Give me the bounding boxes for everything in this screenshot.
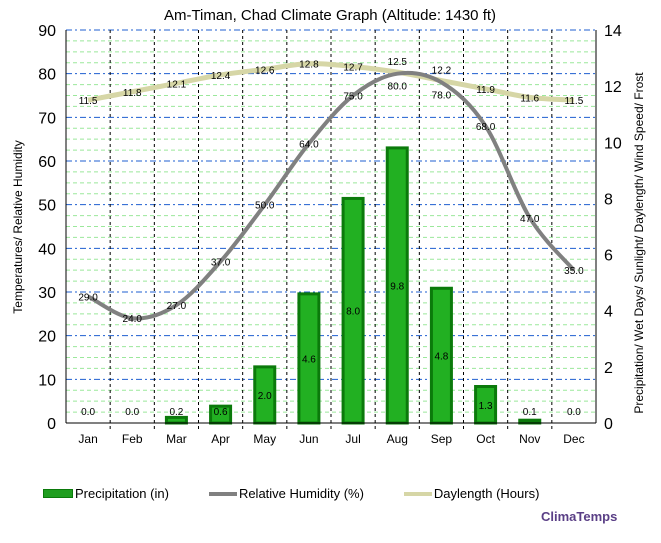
chart-title: Am-Timan, Chad Climate Graph (Altitude: … — [164, 7, 496, 24]
daylength-data-label: 12.2 — [432, 66, 452, 77]
y-left-tick-label: 60 — [38, 154, 56, 171]
humidity-data-label: 35.0 — [564, 266, 584, 277]
precipitation-data-label: 0.0 — [125, 407, 139, 418]
daylength-line — [87, 61, 575, 103]
y-axis-right-label: Precipitation/ Wet Days/ Sunlight/ Dayle… — [632, 72, 646, 414]
daylength-data-label: 12.4 — [211, 71, 231, 82]
x-tick-label: Dec — [563, 432, 584, 446]
y-left-tick-label: 80 — [38, 67, 56, 84]
daylength-data-label: 12.6 — [255, 65, 275, 76]
x-tick-label: Apr — [211, 432, 230, 446]
daylength-data-label: 11.6 — [520, 93, 539, 104]
daylength-data-label: 11.9 — [476, 85, 495, 96]
y-left-tick-label: 40 — [38, 241, 56, 258]
brand-logo[interactable]: ClimaTemps — [541, 509, 618, 524]
humidity-data-label: 64.0 — [299, 140, 319, 151]
daylength-data-label: 11.5 — [79, 96, 98, 107]
y-left-tick-label: 20 — [38, 329, 56, 346]
x-tick-label: Jul — [345, 432, 360, 446]
y-right-tick-label: 8 — [604, 191, 613, 208]
daylength-data-label: 12.8 — [299, 60, 319, 71]
humidity-data-label: 27.0 — [167, 301, 187, 312]
x-tick-label: Jan — [78, 432, 97, 446]
daylength-data-label: 12.7 — [343, 62, 363, 73]
x-tick-label: May — [253, 432, 276, 446]
x-tick-label: Jun — [299, 432, 318, 446]
legend-label-precipitation: Precipitation (in) — [75, 486, 169, 501]
daylength-data-label: 12.5 — [388, 57, 408, 68]
precipitation-data-label: 0.0 — [567, 407, 581, 418]
daylength-data-label: 11.8 — [123, 88, 142, 99]
precipitation-data-label: 9.8 — [390, 281, 404, 292]
humidity-data-label: 80.0 — [388, 82, 408, 93]
daylength-data-label: 11.5 — [565, 96, 584, 107]
y-right-tick-label: 4 — [604, 304, 613, 321]
humidity-data-label: 29.0 — [78, 292, 98, 303]
precipitation-data-label: 1.3 — [479, 401, 493, 412]
y-left-tick-label: 10 — [38, 372, 56, 389]
humidity-data-label: 47.0 — [520, 214, 540, 225]
precipitation-data-label: 0.0 — [81, 407, 95, 418]
x-tick-label: Aug — [387, 432, 408, 446]
legend-swatch-daylength — [403, 491, 432, 496]
humidity-data-label: 75.0 — [343, 92, 363, 103]
precipitation-data-label: 0.1 — [523, 407, 537, 418]
y-right-tick-label: 0 — [604, 416, 613, 433]
humidity-data-label: 24.0 — [123, 314, 143, 325]
legend-swatch-humidity — [208, 491, 237, 496]
x-tick-label: Mar — [166, 432, 187, 446]
climate-chart: Am-Timan, Chad Climate Graph (Altitude: … — [11, 7, 646, 446]
legend-humidity: Relative Humidity (%) — [208, 486, 364, 501]
y-axis-left-label: Temperatures/ Relative Humidity — [11, 140, 25, 313]
x-tick-label: Nov — [519, 432, 540, 446]
x-tick-label: Oct — [476, 432, 495, 446]
legend: Precipitation (in) Relative Humidity (%)… — [43, 486, 579, 501]
legend-precipitation: Precipitation (in) — [43, 486, 169, 501]
y-left-tick-label: 50 — [38, 198, 56, 215]
humidity-data-label: 68.0 — [476, 122, 496, 133]
legend-daylength: Daylength (Hours) — [403, 486, 540, 501]
legend-label-humidity: Relative Humidity (%) — [238, 486, 364, 501]
legend-label-daylength: Daylength (Hours) — [433, 486, 540, 501]
y-left-tick-label: 30 — [38, 285, 56, 302]
x-tick-label: Feb — [122, 432, 143, 446]
precipitation-data-label: 4.8 — [434, 352, 448, 363]
precipitation-data-label: 4.6 — [302, 354, 316, 365]
humidity-line — [87, 70, 576, 321]
precipitation-data-label: 2.0 — [258, 391, 272, 402]
humidity-data-label: 78.0 — [432, 90, 452, 101]
y-right-tick-label: 12 — [604, 79, 622, 96]
daylength-data-label: 12.1 — [167, 79, 187, 90]
x-tick-label: Sep — [431, 432, 453, 446]
y-left-tick-label: 90 — [38, 23, 56, 40]
y-right-tick-label: 14 — [604, 23, 622, 40]
y-right-tick-label: 2 — [604, 360, 613, 377]
precipitation-data-label: 0.2 — [169, 407, 183, 418]
y-left-tick-label: 0 — [47, 416, 56, 433]
humidity-data-label: 50.0 — [255, 201, 275, 212]
legend-swatch-precipitation — [43, 489, 73, 498]
precipitation-data-label: 8.0 — [346, 307, 360, 318]
precipitation-bar — [164, 415, 188, 425]
y-right-tick-label: 10 — [604, 135, 622, 152]
y-right-tick-label: 6 — [604, 248, 613, 265]
humidity-data-label: 37.0 — [211, 257, 231, 268]
precipitation-data-label: 0.6 — [214, 407, 228, 418]
y-left-tick-label: 70 — [38, 110, 56, 127]
